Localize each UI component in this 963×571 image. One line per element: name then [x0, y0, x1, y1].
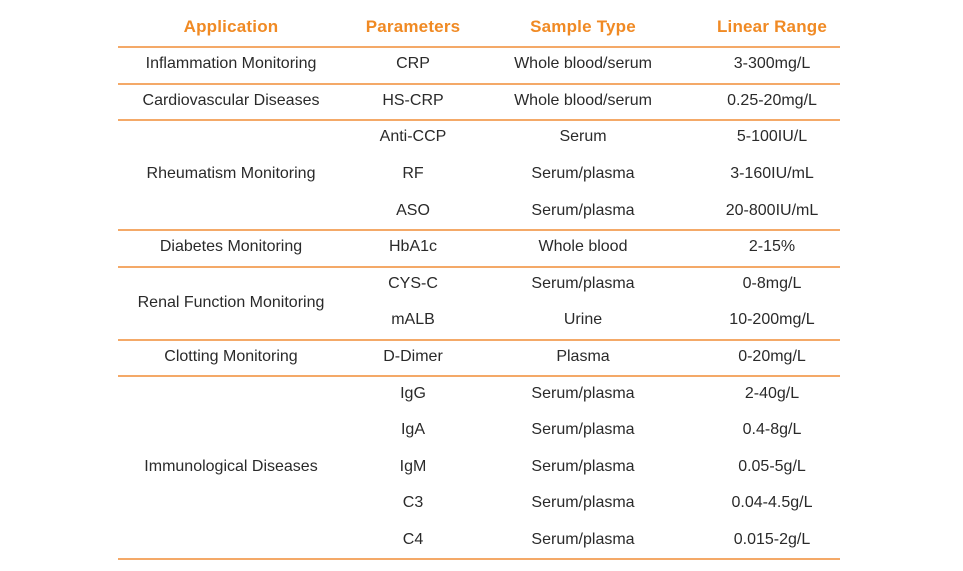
parameter-cell: RF — [402, 165, 424, 183]
header-sample-type: Sample Type — [530, 17, 636, 36]
application-cell: Rheumatism Monitoring — [146, 165, 316, 183]
linear-range-cell: 5-100IU/L — [736, 128, 808, 146]
sample-type-cell: Whole blood/serum — [514, 55, 652, 73]
header-parameters: Parameters — [365, 17, 461, 36]
sample-type-cell: Serum/plasma — [531, 421, 635, 439]
group-rule — [118, 266, 840, 268]
table-group: Diabetes Monitoring HbA1c Whole blood 2-15% — [0, 229, 963, 266]
parameter-cell: IgG — [400, 384, 426, 402]
parameter-cell: HbA1c — [388, 238, 438, 256]
sample-type-cell: Whole blood/serum — [514, 91, 652, 109]
application-cell: Cardiovascular Diseases — [142, 91, 320, 109]
application-cell: Clotting Monitoring — [164, 347, 298, 365]
header-linear-range: Linear Range — [716, 17, 828, 36]
linear-range-cell: 0.015-2g/L — [733, 531, 811, 549]
group-rule — [118, 229, 840, 231]
linear-range-cell: 0.25-20mg/L — [727, 91, 817, 109]
group-rule — [118, 83, 840, 85]
parameter-cell: Anti-CCP — [379, 128, 447, 146]
table-group: Clotting Monitoring D-Dimer Plasma 0-20mg/L — [0, 339, 963, 376]
linear-range-cell: 0.05-5g/L — [738, 457, 806, 475]
group-rule — [118, 119, 840, 121]
group-rule — [118, 339, 840, 341]
group-rule — [118, 375, 840, 377]
sample-type-cell: Serum/plasma — [531, 165, 635, 183]
sample-type-cell: Serum/plasma — [531, 384, 635, 402]
group-rule — [118, 558, 840, 560]
parameter-cell: CRP — [396, 55, 430, 73]
sample-type-cell: Serum/plasma — [531, 274, 635, 292]
application-cell: Immunological Diseases — [144, 458, 318, 476]
linear-range-cell: 10-200mg/L — [729, 311, 815, 329]
application-cell: Diabetes Monitoring — [159, 238, 303, 255]
parameter-cell: IgA — [400, 421, 425, 439]
header-rule — [118, 46, 840, 48]
table-group: Immunological Diseases IgG Serum/plasma 2-4… — [0, 375, 963, 558]
parameter-cell: C4 — [402, 531, 424, 549]
sample-type-cell: Serum/plasma — [531, 201, 635, 219]
linear-range-cell: 3-160IU/mL — [730, 165, 814, 183]
table-group: Renal Function Monitoring CYS-C Serum/plas… — [0, 266, 963, 339]
linear-range-cell: 0-20mg/L — [738, 348, 806, 366]
sample-type-cell: Whole blood — [538, 238, 628, 256]
linear-range-cell: 2-15% — [748, 238, 796, 256]
linear-range-cell: 0.4-8g/L — [742, 421, 802, 439]
sample-type-cell: Serum/plasma — [531, 457, 635, 475]
linear-range-cell: 2-40g/L — [744, 384, 800, 402]
application-cell: Inflammation Monitoring — [145, 55, 317, 72]
sample-type-cell: Serum/plasma — [531, 531, 635, 549]
table-group: Inflammation Monitoring CRP Whole blood/se… — [0, 46, 963, 83]
table-group: Cardiovascular Diseases HS-CRP Whole blood… — [0, 83, 963, 120]
parameter-cell: ASO — [396, 201, 430, 219]
sample-type-cell: Plasma — [556, 348, 610, 366]
parameter-cell: CYS-C — [388, 274, 438, 292]
linear-range-cell: 3-300mg/L — [733, 55, 811, 73]
parameter-cell: HS-CRP — [382, 91, 444, 109]
sample-type-cell: Serum/plasma — [531, 494, 635, 512]
parameter-cell: mALB — [391, 311, 435, 329]
parameter-cell: D-Dimer — [383, 348, 443, 366]
table-group: Rheumatism Monitoring Anti-CCP Serum 5-100I… — [0, 119, 963, 229]
sample-type-cell: Urine — [563, 311, 603, 329]
sample-type-cell: Serum — [559, 128, 607, 146]
linear-range-cell: 0.04-4.5g/L — [731, 494, 813, 512]
header-application: Application — [183, 17, 279, 36]
parameter-cell: C3 — [402, 494, 424, 512]
application-cell: Renal Function Monitoring — [137, 293, 325, 311]
linear-range-cell: 0-8mg/L — [742, 274, 802, 292]
parameter-cell: IgM — [399, 457, 427, 475]
linear-range-cell: 20-800IU/mL — [725, 201, 819, 219]
